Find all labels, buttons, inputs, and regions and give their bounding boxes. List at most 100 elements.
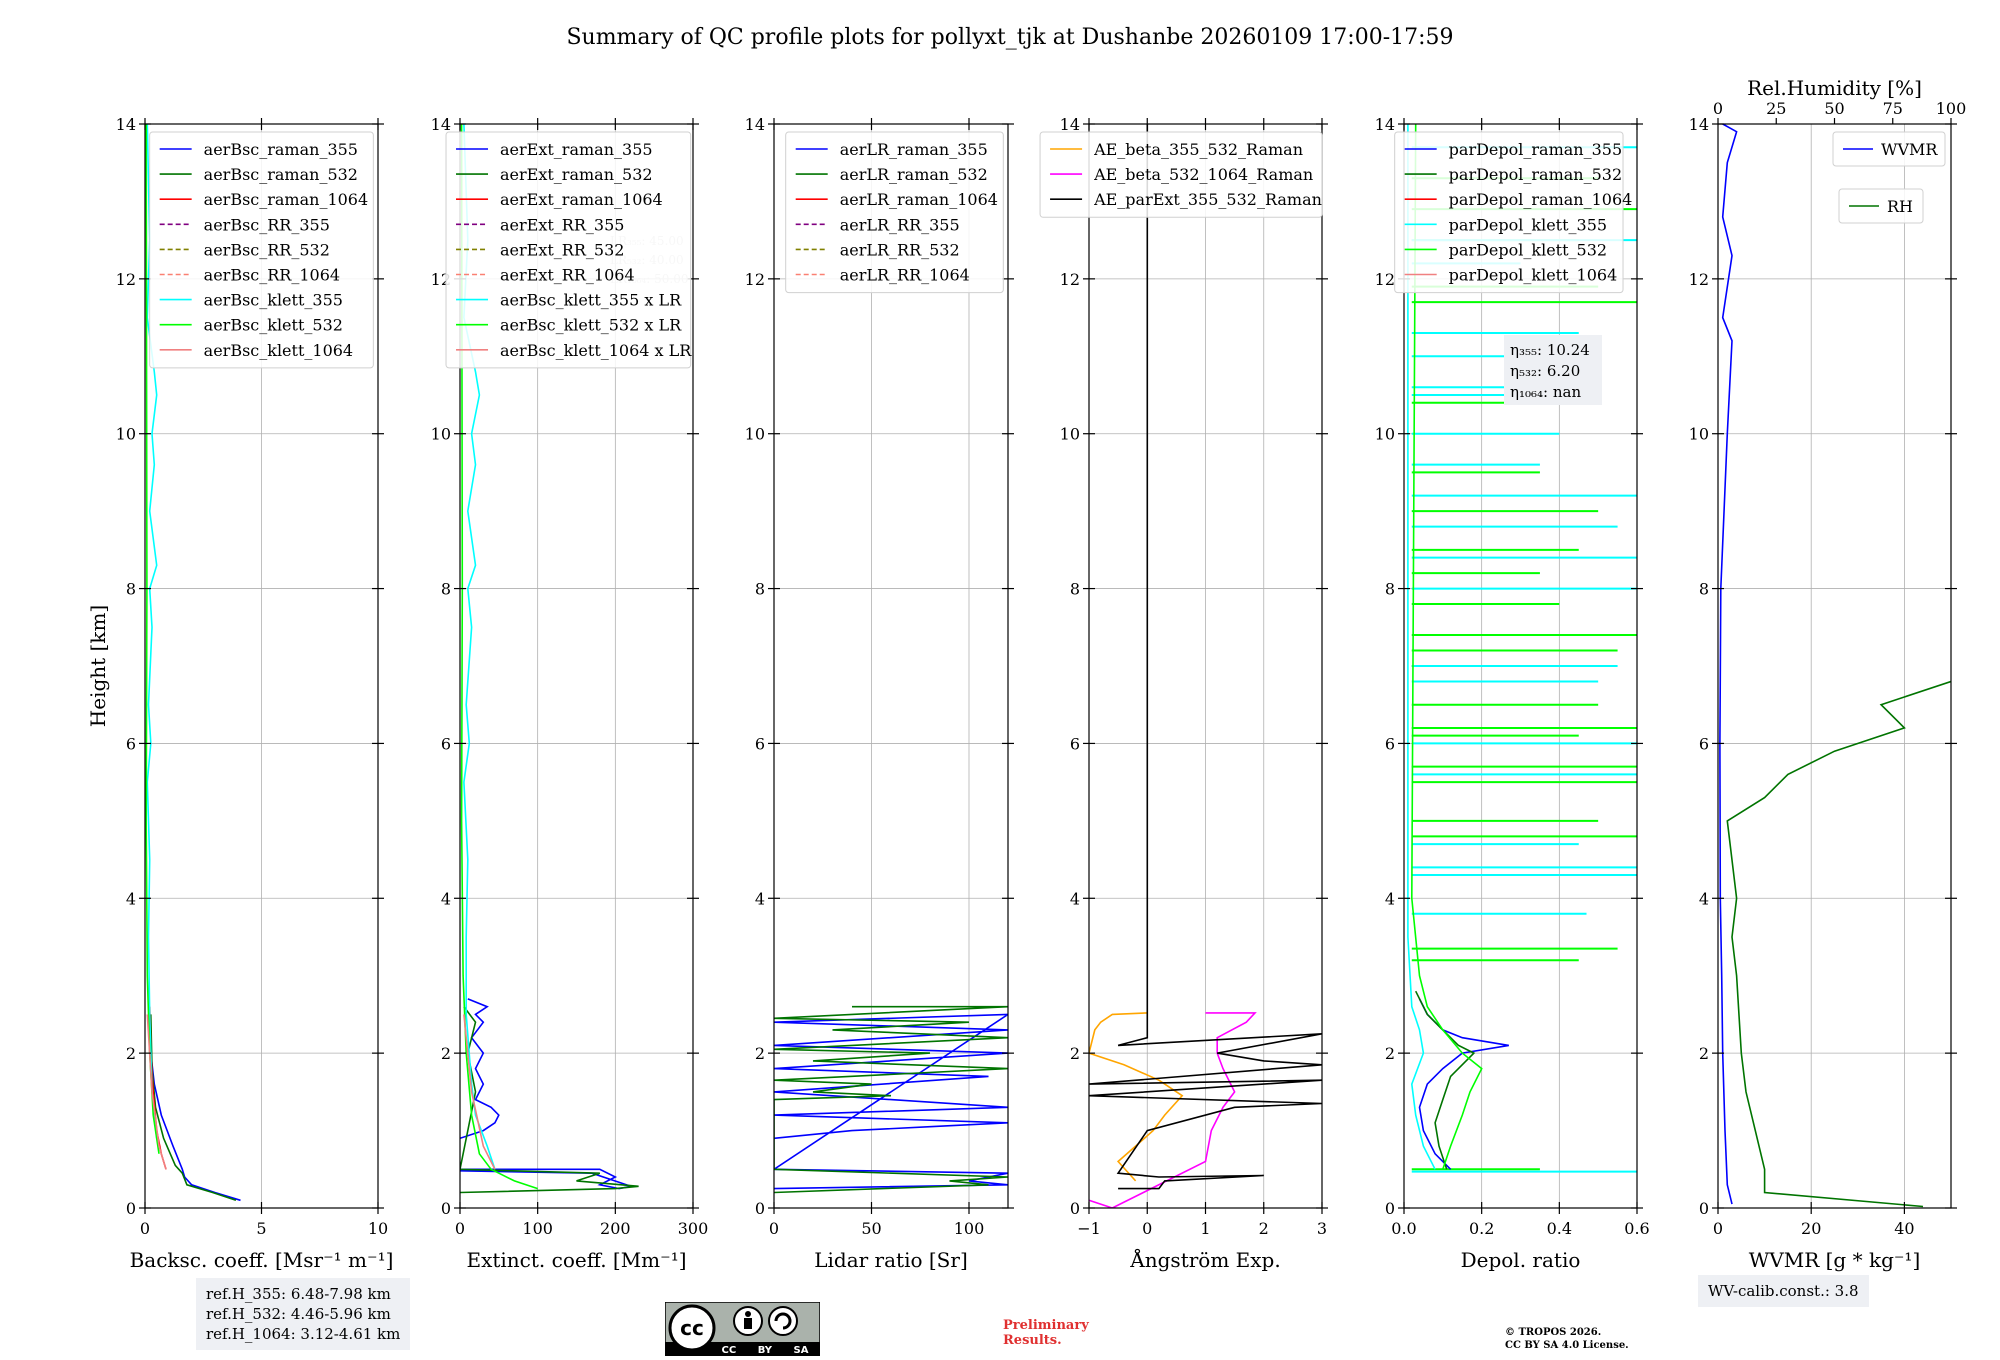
legend-box: [149, 131, 374, 369]
x-axis-label: Backsc. coeff. [Msr⁻¹ m⁻¹]: [130, 1248, 394, 1272]
y-tick-label: 12: [1060, 270, 1080, 289]
legend-label: aerBsc_raman_532: [204, 165, 358, 184]
legend-label: aerBsc_klett_355 x LR: [500, 291, 682, 310]
y-tick-label: 10: [1689, 425, 1709, 444]
series-parDepol_raman_355: [1418, 998, 1509, 1170]
svg-text:cc: cc: [680, 1316, 704, 1340]
y-tick-label: 0: [755, 1199, 765, 1218]
eta-annotation: η₅₃₂: 6.20: [1510, 362, 1580, 380]
y-tick-label: 10: [116, 425, 136, 444]
x-axis-label: Lidar ratio [Sr]: [814, 1248, 968, 1272]
eta-annotation: η₁₀₆₄: nan: [1510, 383, 1581, 401]
plot-area-extinction: [460, 124, 639, 1194]
top-x-tick-label: 75: [1883, 99, 1903, 118]
x-tick-label: 100: [522, 1219, 553, 1238]
legend-label: parDepol_klett_1064: [1449, 266, 1618, 285]
copyright-note: © TROPOS 2026. CC BY SA 4.0 License.: [1505, 1326, 1629, 1352]
y-tick-label: 8: [1070, 580, 1080, 599]
panel-backscatter: 0 2 4 6 8 10 12 14 0 5 10 Backsc. coeff. [Msr⁻¹ m⁻¹…: [86, 115, 393, 1272]
y-tick-label: 6: [1385, 734, 1395, 753]
x-tick-label: 0.2: [1469, 1219, 1494, 1238]
legend-label: AE_beta_355_532_Raman: [1093, 140, 1303, 159]
y-tick-label: 4: [1699, 889, 1709, 908]
x-tick-label: 50: [861, 1219, 881, 1238]
x-tick-label: 1: [1200, 1219, 1210, 1238]
eta-annotation: η₃₅₅: 10.24: [1510, 341, 1590, 359]
series-aerBsc_klett_1064 x LR: [463, 1014, 496, 1170]
y-tick-label: 6: [755, 734, 765, 753]
wv-calibration-constant: WV-calib.const.: 3.8: [1708, 1282, 1859, 1300]
y-tick-label: 14: [745, 115, 765, 134]
legend-label: aerExt_RR_355: [500, 215, 624, 234]
x-axis-label: Extinct. coeff. [Mm⁻¹]: [466, 1248, 686, 1272]
panel-depol: 0 2 4 6 8 10 12 14 0.0 0.2 0.4 0.6 Depol. ratio η₃₅₅:…: [1375, 115, 1650, 1272]
x-tick-label: 0.4: [1547, 1219, 1572, 1238]
y-axis-label: Height [km]: [86, 605, 110, 727]
legend-label: aerBsc_raman_1064: [204, 190, 369, 209]
y-tick-label: 0: [1699, 1199, 1709, 1218]
y-tick-label: 14: [116, 115, 136, 134]
x-axis-label: Ångström Exp.: [1129, 1247, 1280, 1272]
plot-area-angstrom: [1089, 124, 1322, 1208]
x-tick-label: 0: [140, 1219, 150, 1238]
legend-box: [1039, 131, 1323, 218]
y-tick-label: 8: [126, 580, 136, 599]
legend-label: aerBsc_RR_1064: [204, 266, 340, 285]
legend-box: [445, 131, 692, 369]
x-tick-label: 0.6: [1624, 1219, 1649, 1238]
x-tick-label: 3: [1317, 1219, 1327, 1238]
x-tick-label: 40: [1894, 1219, 1914, 1238]
series-aerLR_raman_355: [774, 1013, 1008, 1190]
y-tick-label: 12: [1689, 270, 1709, 289]
legend-label: aerBsc_klett_1064 x LR: [500, 341, 692, 360]
legend-label: RH: [1887, 197, 1913, 216]
x-tick-label: 20: [1801, 1219, 1821, 1238]
x-axis-label: Depol. ratio: [1461, 1248, 1581, 1272]
copyright-line-1: © TROPOS 2026.: [1505, 1327, 1602, 1338]
y-tick-label: 4: [755, 889, 765, 908]
y-tick-label: 4: [126, 889, 136, 908]
series-aerBsc_raman_355: [148, 1014, 241, 1202]
panel-lidar_ratio: 0 2 4 6 8 10 12 14 0 50 100 Lidar ratio [Sr] aerLR_r…: [745, 115, 1014, 1272]
legend-label: parDepol_raman_355: [1449, 140, 1622, 159]
series-AE_parExt_355_532_Raman: [1089, 124, 1322, 1190]
legend-label: parDepol_raman_532: [1449, 165, 1622, 184]
y-tick-label: 0: [1070, 1199, 1080, 1218]
x-tick-label: 0.0: [1391, 1219, 1416, 1238]
plot-area-lidar_ratio: [774, 1005, 1008, 1194]
wv-calibration-box: WV-calib.const.: 3.8: [1698, 1275, 1869, 1307]
y-tick-label: 2: [441, 1044, 451, 1063]
legend-label: AE_parExt_355_532_Raman: [1093, 190, 1322, 209]
y-tick-label: 14: [1689, 115, 1709, 134]
series-AE_beta_355_532_Raman: [1089, 1012, 1184, 1182]
y-tick-label: 12: [116, 270, 136, 289]
top-x-tick-label: 50: [1824, 99, 1844, 118]
legend-label: aerLR_raman_355: [840, 140, 988, 159]
plot-area-wvmr: [1719, 124, 1951, 1208]
top-x-tick-label: 0: [1713, 99, 1723, 118]
y-tick-label: 14: [1375, 115, 1395, 134]
y-tick-label: 8: [1385, 580, 1395, 599]
legend-label: aerBsc_raman_355: [204, 140, 358, 159]
axes-frame: [459, 123, 694, 1209]
legend-label: aerLR_raman_532: [840, 165, 988, 184]
y-tick-label: 10: [1375, 425, 1395, 444]
legend-label: aerLR_RR_1064: [840, 266, 970, 285]
preliminary-line-2: Results.: [1003, 1333, 1062, 1348]
legend-label: AE_beta_532_1064_Raman: [1093, 165, 1313, 184]
y-tick-label: 6: [126, 734, 136, 753]
series-aerLR_raman_532: [774, 1005, 1008, 1194]
figure-title: Summary of QC profile plots for pollyxt_…: [566, 25, 1453, 50]
y-tick-label: 2: [1070, 1044, 1080, 1063]
legend-label: aerBsc_RR_355: [204, 215, 330, 234]
legend-label: aerExt_raman_532: [500, 165, 653, 184]
cc-license-logo: cc CC BY SA: [665, 1302, 820, 1356]
y-tick-label: 0: [126, 1199, 136, 1218]
top-x-tick-label: 25: [1766, 99, 1786, 118]
x-tick-label: 300: [678, 1219, 709, 1238]
preliminary-line-1: Preliminary: [1003, 1318, 1089, 1333]
series-aerExt_raman_355: [460, 1168, 635, 1190]
preliminary-results-note: Preliminary Results.: [1003, 1318, 1089, 1348]
